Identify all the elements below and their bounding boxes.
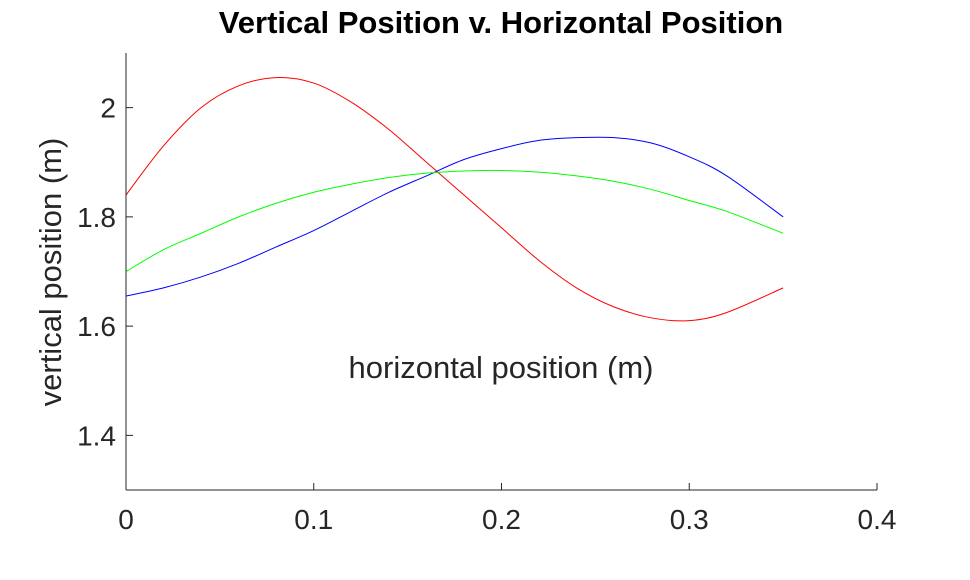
y-tick-label: 1.8 bbox=[77, 202, 116, 233]
series-line-3 bbox=[125, 169, 784, 272]
x-tick-label: 0.1 bbox=[294, 504, 333, 535]
x-tick-label: 0 bbox=[118, 504, 134, 535]
x-axis-label: horizontal position (m) bbox=[349, 350, 654, 385]
x-tick-label: 0.3 bbox=[670, 504, 709, 535]
series-line-1 bbox=[125, 77, 784, 322]
series-line-2 bbox=[125, 136, 784, 297]
x-ticks: 0 0.1 0.2 0.3 0.4 bbox=[118, 483, 896, 535]
plot-area: 0 0.1 0.2 0.3 0.4 1.4 1.6 1.8 2 bbox=[77, 53, 896, 535]
y-tick-label: 2 bbox=[100, 93, 116, 124]
x-tick-label: 0.4 bbox=[858, 504, 897, 535]
y-axis-label: vertical position (m) bbox=[33, 138, 68, 407]
y-ticks: 1.4 1.6 1.8 2 bbox=[77, 93, 133, 451]
y-tick-label: 1.4 bbox=[77, 420, 116, 451]
series-layer bbox=[125, 77, 784, 322]
x-tick-label: 0.2 bbox=[482, 504, 521, 535]
chart-title: Vertical Position v. Horizontal Position bbox=[219, 5, 783, 40]
y-tick-label: 1.6 bbox=[77, 311, 116, 342]
